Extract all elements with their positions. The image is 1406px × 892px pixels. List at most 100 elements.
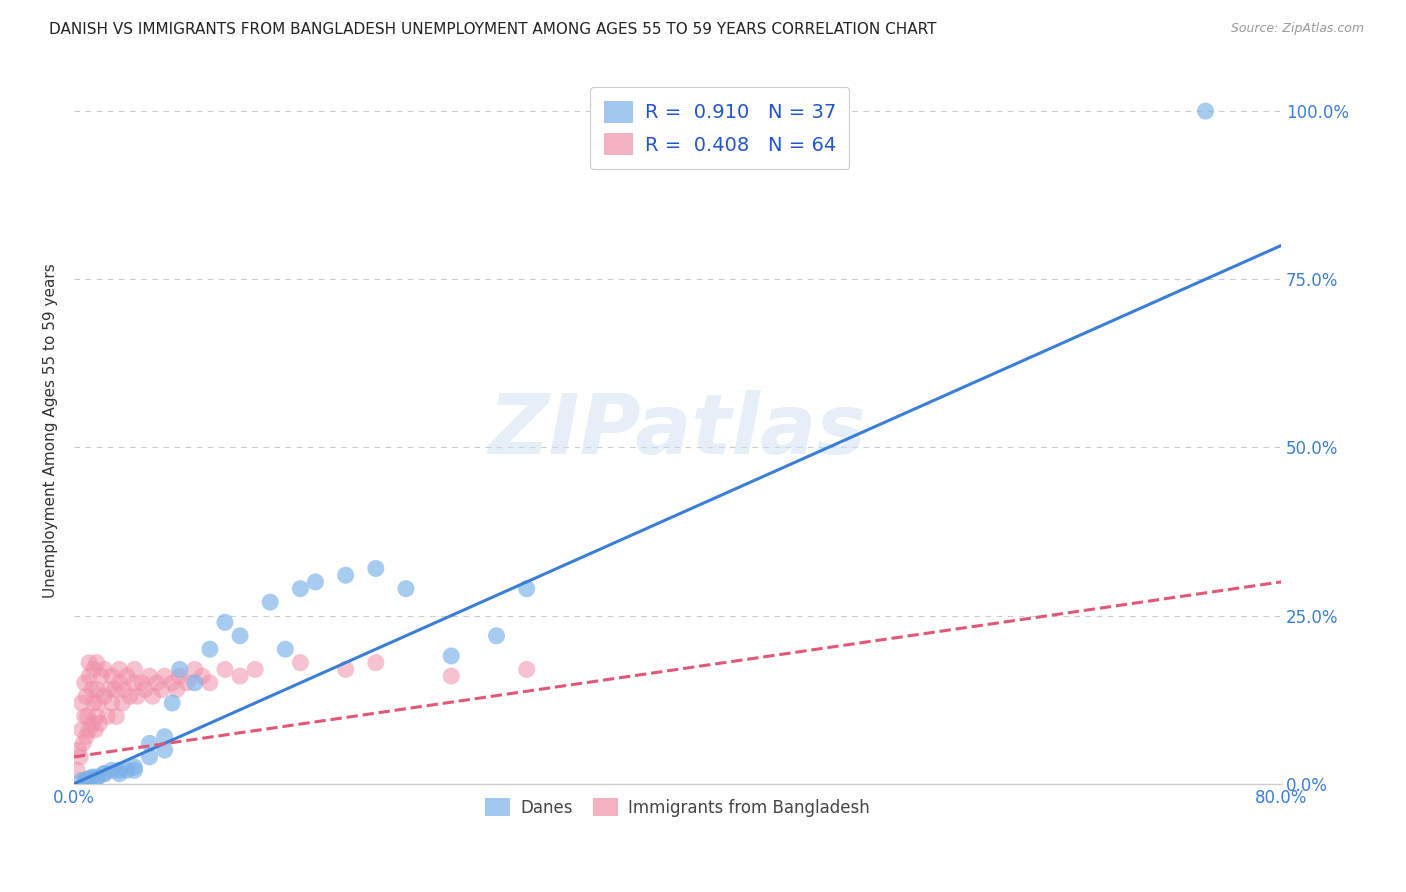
Point [86,709,108,723]
Point [77,772,100,786]
Point [335,662,357,676]
Point [184,676,207,690]
Point [124,760,146,774]
Point [290,582,312,596]
Point [108,662,131,676]
Point [96,709,118,723]
Point [111,696,134,710]
Point [82,716,104,731]
Point [131,676,153,690]
Point [101,669,124,683]
Point [82,682,104,697]
Point [101,764,124,778]
Point [141,690,163,704]
Point [115,764,138,778]
Point [153,743,176,757]
Point [105,709,128,723]
Point [160,676,183,690]
Point [115,669,138,683]
Point [70,723,93,737]
Point [229,669,252,683]
Y-axis label: Unemployment Among Ages 55 to 59 years: Unemployment Among Ages 55 to 59 years [44,263,58,598]
Text: DANISH VS IMMIGRANTS FROM BANGLADESH UNEMPLOYMENT AMONG AGES 55 TO 59 YEARS CORR: DANISH VS IMMIGRANTS FROM BANGLADESH UNE… [49,22,936,37]
Point [440,669,463,683]
Point [146,676,169,690]
Point [77,656,100,670]
Point [84,723,107,737]
Point [75,690,97,704]
Point [440,648,463,663]
Point [83,662,105,676]
Point [72,736,94,750]
Point [153,730,176,744]
Point [274,642,297,657]
Point [69,749,91,764]
Legend: Danes, Immigrants from Bangladesh: Danes, Immigrants from Bangladesh [477,789,877,825]
Point [86,656,108,670]
Point [304,574,326,589]
Point [243,662,266,676]
Point [75,773,97,788]
Point [169,669,191,683]
Point [124,764,146,778]
Point [77,723,100,737]
Point [108,766,131,780]
Point [259,595,281,609]
Point [160,696,183,710]
Point [97,682,120,697]
Point [184,662,207,676]
Point [73,774,96,789]
Point [124,662,146,676]
Point [87,696,110,710]
Point [166,682,188,697]
Point [108,764,131,778]
Point [93,662,115,676]
Point [75,730,97,744]
Point [93,766,115,780]
Point [214,662,236,676]
Point [138,736,160,750]
Point [1194,104,1216,119]
Point [198,676,221,690]
Point [82,770,104,784]
Point [395,582,418,596]
Point [83,696,105,710]
Point [214,615,236,630]
Point [153,669,176,683]
Point [70,773,93,788]
Point [364,561,387,575]
Point [150,682,173,697]
Point [66,764,89,778]
Point [516,582,538,596]
Point [134,682,156,697]
Point [191,669,214,683]
Point [89,716,111,731]
Point [169,662,191,676]
Point [77,669,100,683]
Point [108,676,131,690]
Point [138,749,160,764]
Point [104,682,127,697]
Point [86,770,108,784]
Point [124,676,146,690]
Point [90,669,112,683]
Point [101,696,124,710]
Point [229,629,252,643]
Text: ZIPatlas: ZIPatlas [489,390,866,471]
Point [86,772,108,786]
Point [73,709,96,723]
Point [516,662,538,676]
Point [335,568,357,582]
Point [127,690,149,704]
Point [138,669,160,683]
Point [70,696,93,710]
Point [112,682,135,697]
Point [364,656,387,670]
Point [290,656,312,670]
Point [73,676,96,690]
Point [176,676,198,690]
Point [76,709,98,723]
Text: Source: ZipAtlas.com: Source: ZipAtlas.com [1230,22,1364,36]
Point [93,766,115,780]
Point [485,629,508,643]
